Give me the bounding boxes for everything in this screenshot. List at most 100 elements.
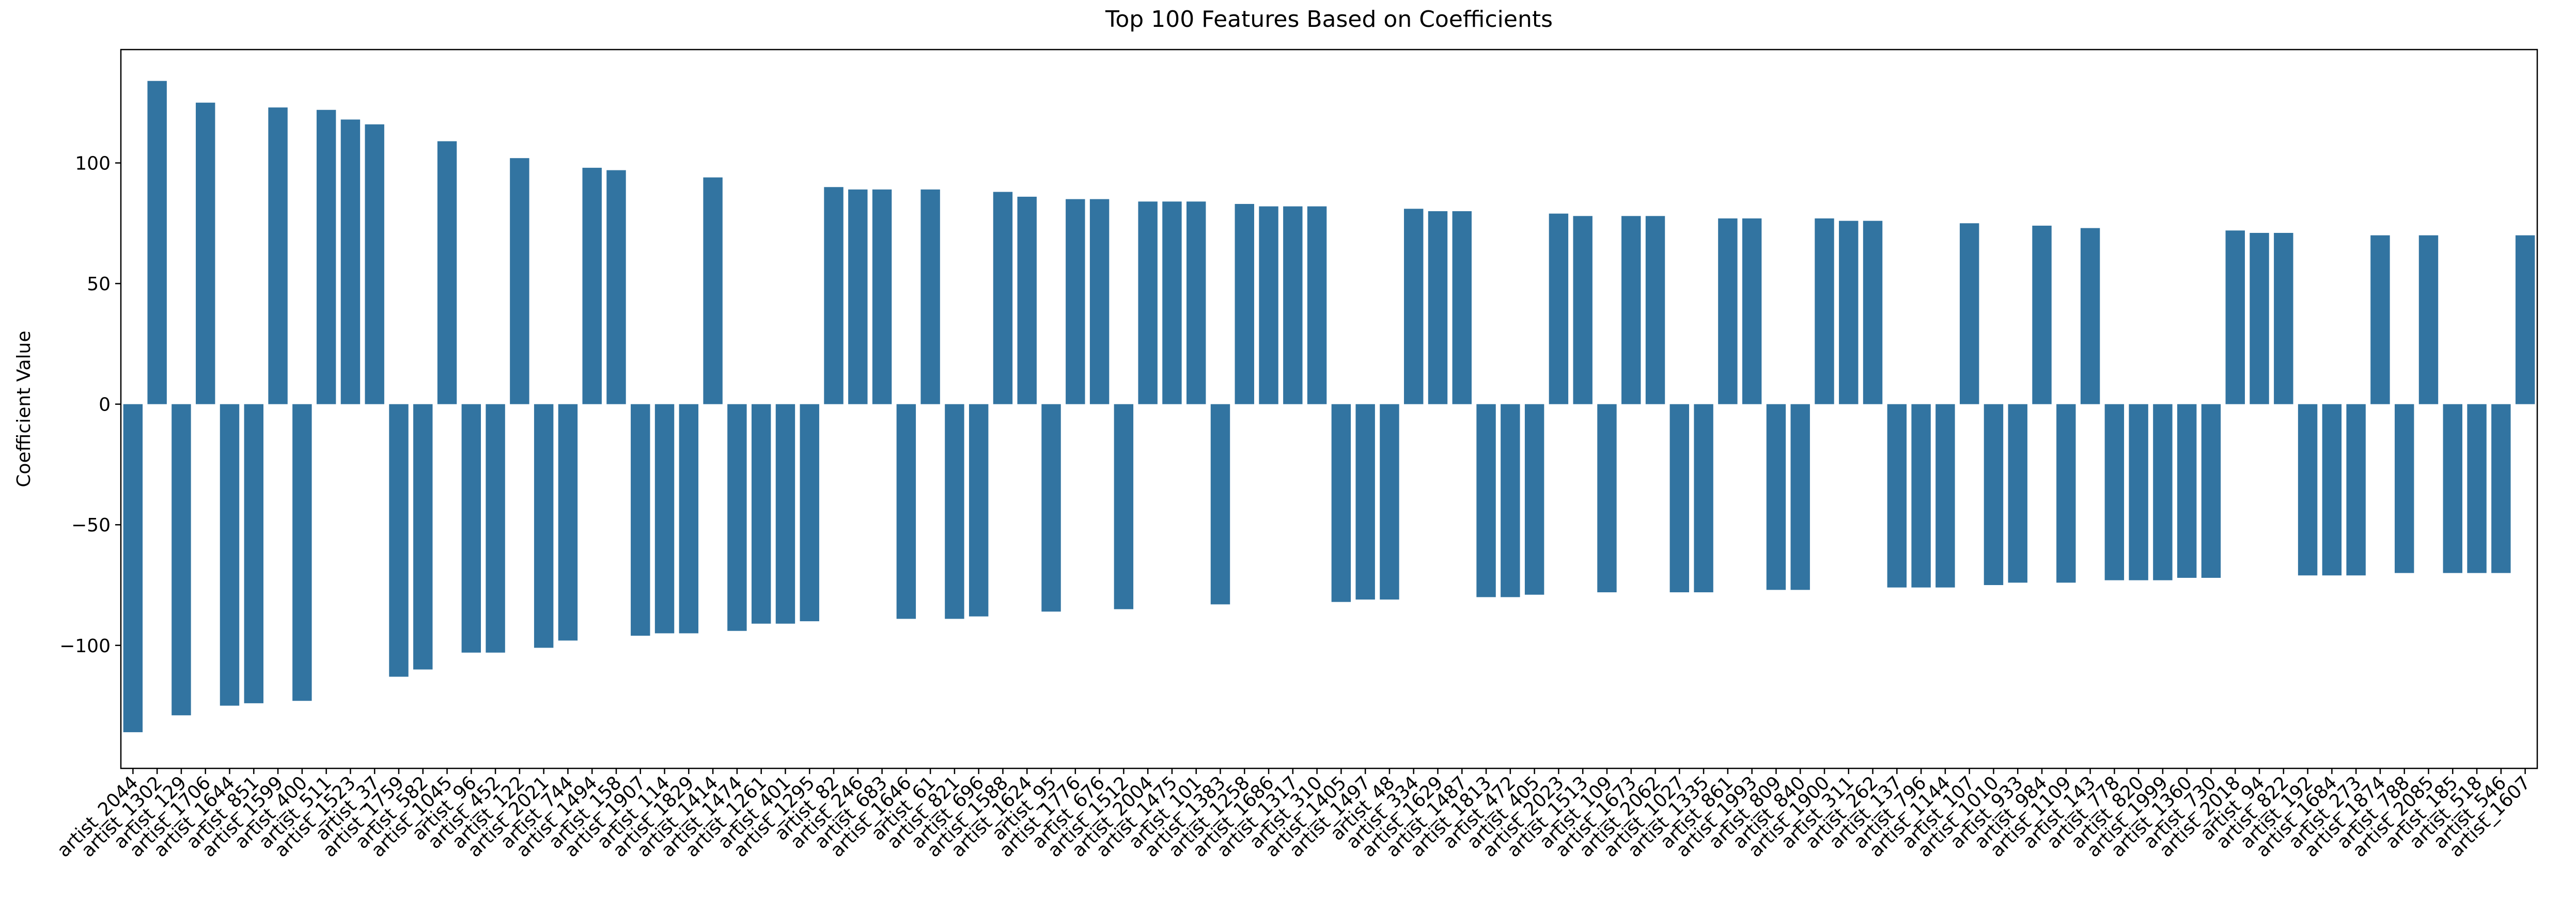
bar: [147, 81, 167, 404]
bar: [1524, 404, 1544, 595]
bar: [1766, 404, 1786, 590]
bar: [365, 124, 384, 404]
bar: [123, 404, 143, 732]
bar: [413, 404, 433, 670]
bar: [1162, 201, 1182, 404]
bar: [1645, 216, 1665, 404]
bar: [2225, 230, 2245, 404]
bar: [2056, 404, 2076, 583]
bar: [1210, 404, 1230, 605]
bar: [2274, 233, 2293, 404]
bar: [1863, 220, 1883, 404]
bar: [1452, 211, 1472, 404]
y-tick-label: 100: [75, 153, 111, 175]
bar: [510, 158, 529, 404]
bar: [1138, 201, 1158, 404]
bar: [437, 141, 457, 404]
bar: [1380, 404, 1399, 600]
bar: [1404, 209, 1424, 404]
bar: [292, 404, 312, 701]
bar: [1935, 404, 1955, 588]
bar: [2129, 404, 2148, 580]
chart-title: Top 100 Features Based on Coefficients: [1105, 6, 1553, 33]
bar: [2104, 404, 2125, 580]
bar: [1235, 203, 1254, 404]
bar: [775, 404, 795, 624]
bar: [1549, 213, 1569, 404]
bar: [1984, 404, 2004, 585]
bar: [2177, 404, 2197, 578]
bar: [1790, 404, 1810, 590]
bar: [969, 404, 989, 617]
bar: [1041, 404, 1061, 612]
bar: [1669, 404, 1690, 593]
bar: [2153, 404, 2173, 580]
bar: [196, 102, 215, 404]
bar: [2491, 404, 2511, 573]
bar: [800, 404, 819, 622]
bar: [2250, 233, 2269, 404]
bar: [1501, 404, 1520, 597]
bar: [1839, 220, 1859, 404]
bar: [606, 170, 626, 404]
bar: [2443, 404, 2462, 573]
bar: [1428, 211, 1448, 404]
bar: [920, 189, 940, 404]
bar: [727, 404, 747, 631]
bar: [1307, 206, 1327, 404]
bar: [2346, 404, 2366, 576]
bar: [872, 189, 892, 404]
bar: [1597, 404, 1617, 593]
bar: [486, 404, 505, 653]
bar: [1259, 206, 1278, 404]
bar: [679, 404, 699, 634]
bar: [1959, 223, 1979, 404]
bar: [1887, 404, 1907, 588]
bar: [1017, 196, 1037, 404]
y-tick-label: 0: [99, 395, 111, 416]
bar: [1621, 216, 1641, 404]
bar: [993, 192, 1013, 404]
bar: [220, 404, 240, 706]
bar: [2032, 225, 2052, 404]
bar: [824, 187, 844, 404]
bar: [1186, 201, 1206, 404]
bar: [268, 107, 288, 404]
bar: [1911, 404, 1931, 588]
bar: [2515, 235, 2535, 404]
bar: [2418, 235, 2439, 404]
bar: [896, 404, 916, 619]
bar: [316, 109, 336, 404]
bar: [1815, 218, 1834, 404]
bar: [461, 404, 481, 653]
plot-frame: [120, 49, 2538, 769]
y-tick-label: −50: [71, 515, 111, 536]
bar: [1331, 404, 1351, 602]
bar: [1355, 404, 1375, 600]
bar: [654, 404, 675, 634]
y-tick-label: −100: [59, 636, 111, 657]
bar: [171, 404, 191, 716]
bar: [1694, 404, 1713, 593]
bar: [751, 404, 771, 624]
bar: [2008, 404, 2027, 583]
bar: [848, 189, 868, 404]
y-axis-label: Coefficient Value: [13, 330, 35, 487]
bar: [1573, 216, 1593, 404]
bar: [2394, 404, 2414, 573]
bar: [1114, 404, 1134, 609]
bar: [2467, 404, 2487, 573]
bar: [1718, 218, 1738, 404]
bar: [2298, 404, 2318, 576]
bar: [2080, 228, 2100, 404]
bar: [389, 404, 409, 677]
bar: [945, 404, 964, 619]
y-tick-label: 50: [87, 274, 111, 295]
bar: [2370, 235, 2390, 404]
bar: [1283, 206, 1303, 404]
bar: [558, 404, 578, 641]
bar: [2201, 404, 2221, 578]
bar: [1066, 199, 1085, 404]
bar: [703, 177, 723, 404]
